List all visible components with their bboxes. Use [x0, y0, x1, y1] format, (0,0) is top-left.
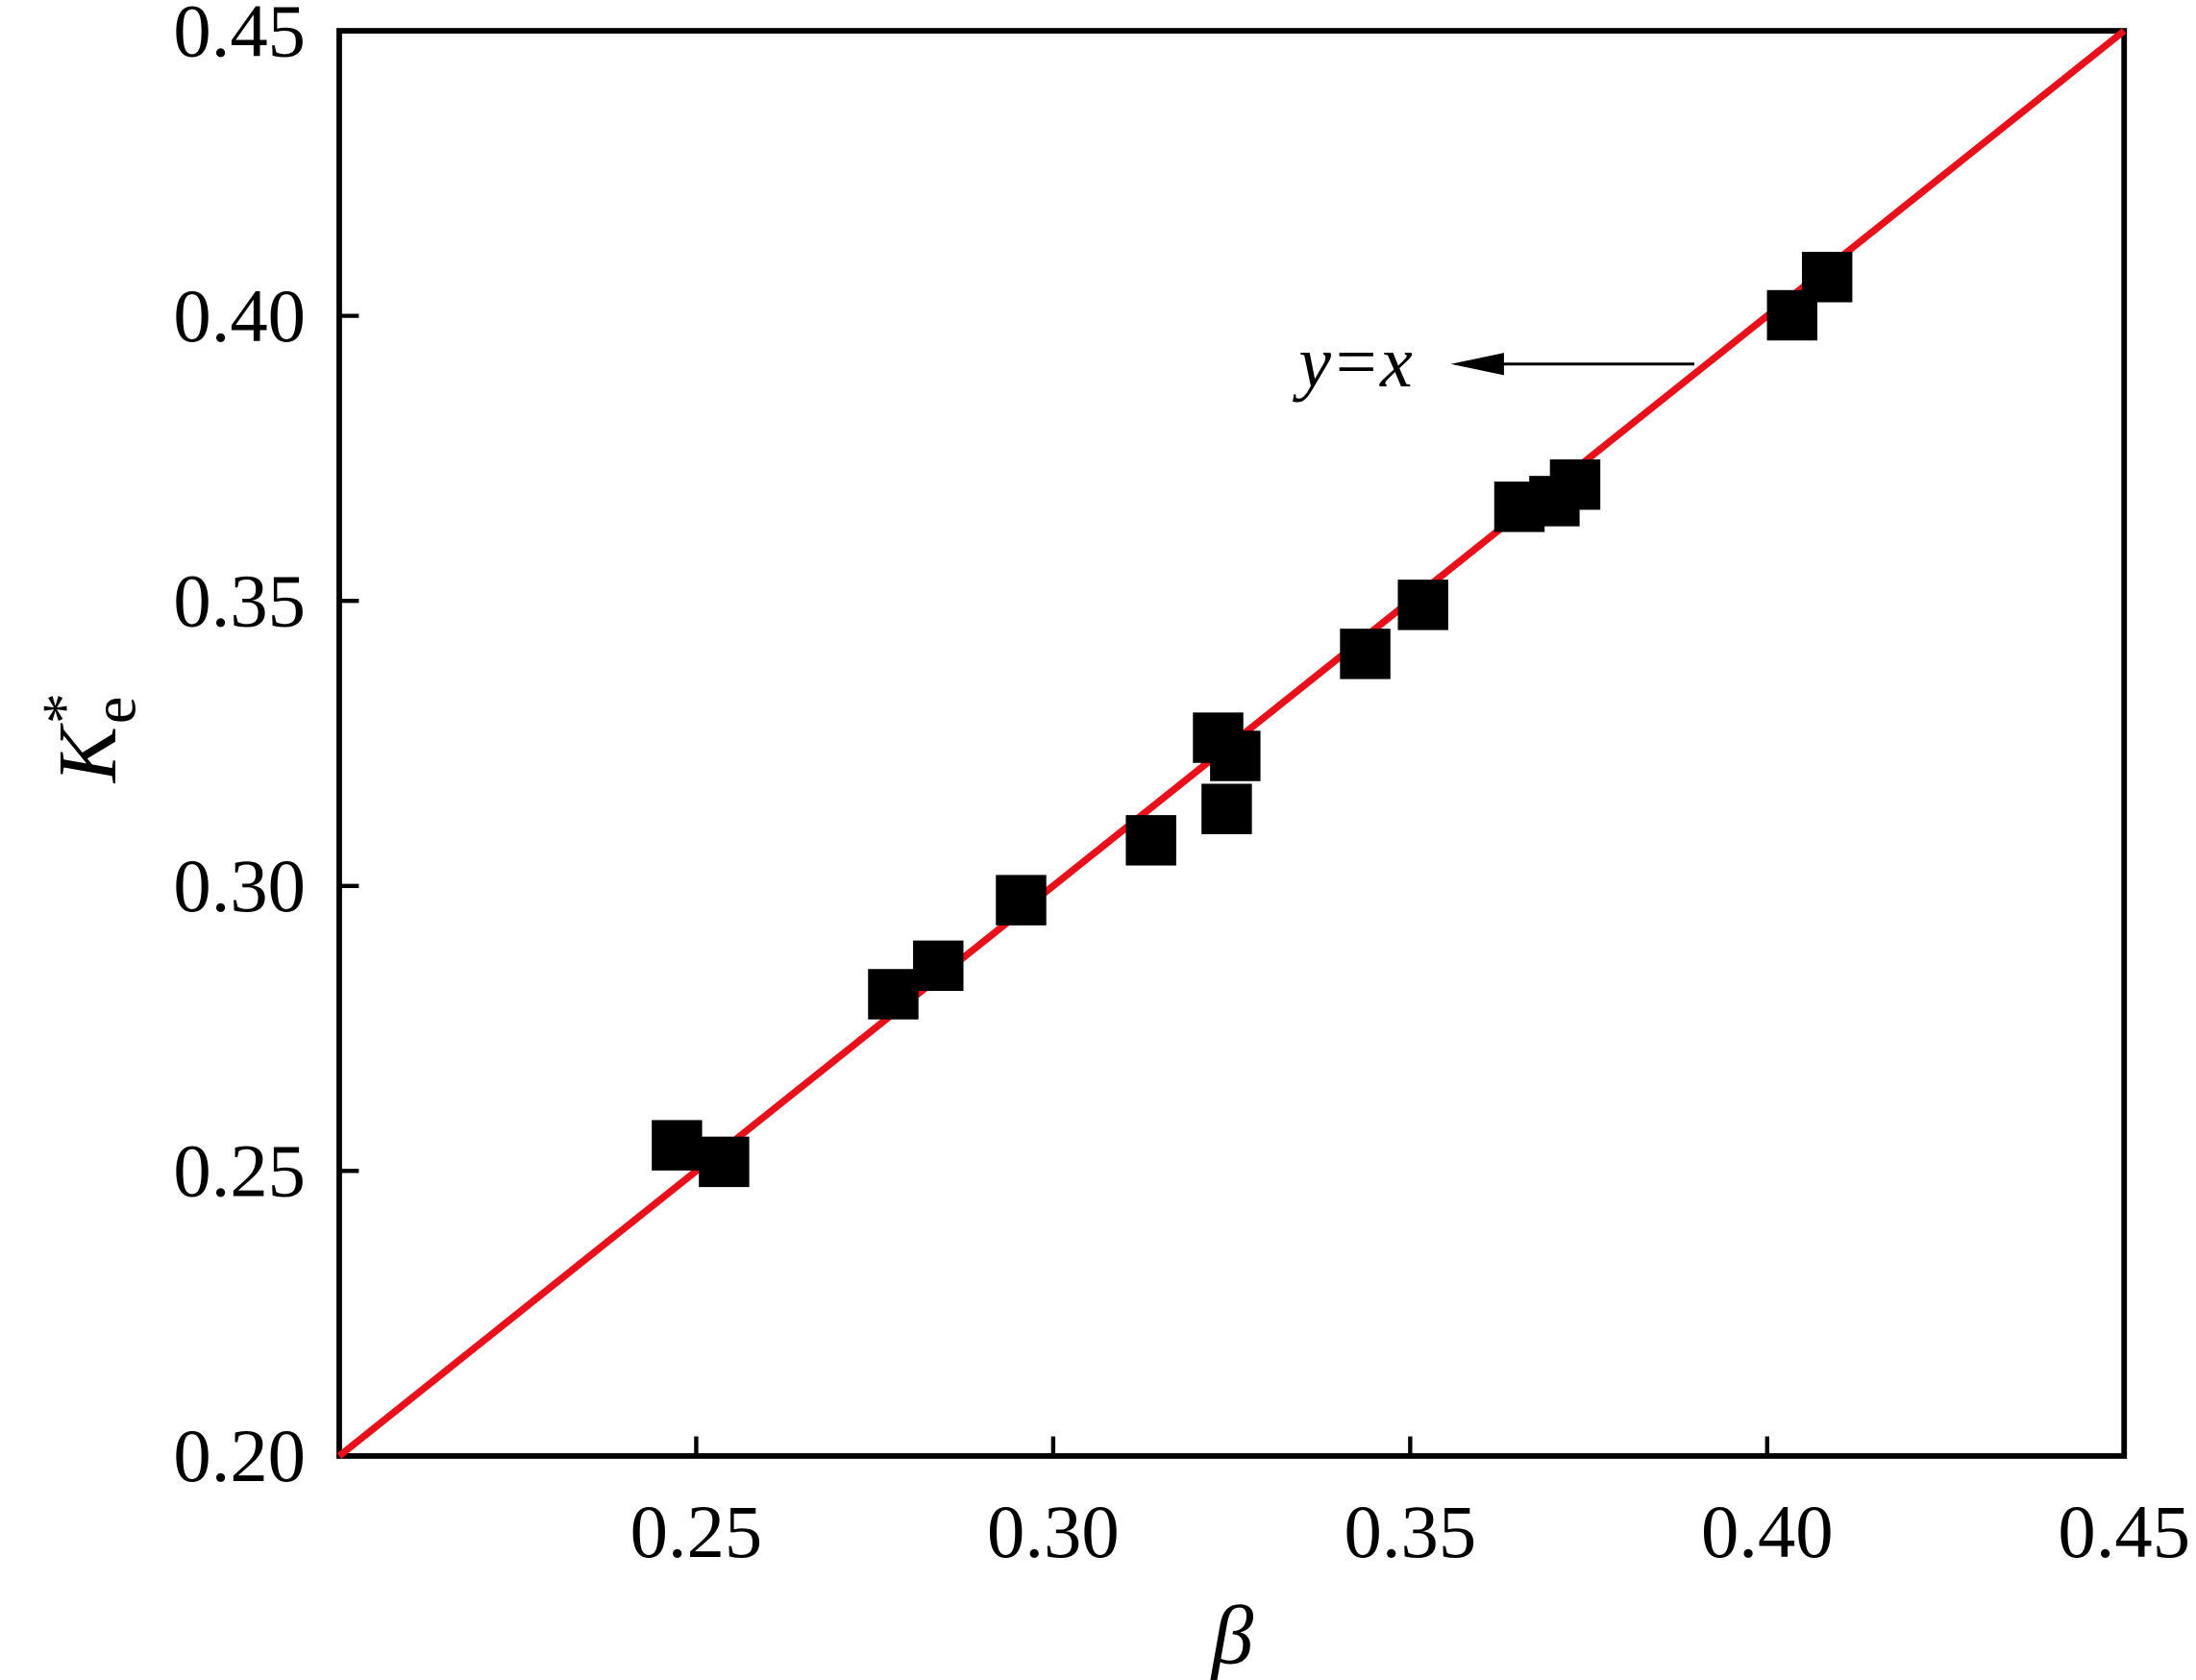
y-axis-label: K e * [30, 693, 148, 784]
y-label-sup: * [30, 693, 98, 724]
y-tick-label: 0.20 [173, 1415, 306, 1498]
y-label-base: K [40, 722, 134, 784]
x-axis-label: β [1210, 1589, 1254, 1680]
annotation-arrowhead [1450, 353, 1504, 376]
data-point [1801, 252, 1853, 303]
y-tick-label: 0.35 [173, 559, 306, 643]
data-point [868, 969, 919, 1020]
data-point [1210, 730, 1261, 781]
x-tick-label: 0.40 [1701, 1491, 1834, 1574]
data-point [1340, 629, 1391, 679]
y-tick-label: 0.45 [173, 0, 306, 73]
x-tick-label: 0.35 [1345, 1491, 1477, 1574]
x-tick-label: 0.25 [630, 1491, 763, 1574]
y-tick-label: 0.30 [173, 845, 306, 928]
y-label-sub: e [80, 697, 148, 724]
data-point [996, 875, 1047, 926]
data-point [1549, 458, 1601, 510]
reference-label: y=x [1292, 323, 1413, 403]
x-tick-label: 0.30 [987, 1491, 1120, 1574]
data-point [1397, 580, 1448, 630]
x-tick-label: 0.45 [2058, 1491, 2190, 1574]
data-point [652, 1120, 703, 1171]
data-point [1201, 783, 1252, 834]
y-tick-label: 0.25 [173, 1130, 306, 1214]
data-point [1125, 815, 1176, 866]
data-point [699, 1136, 750, 1188]
data-point [913, 940, 964, 992]
plot-frame [336, 28, 2128, 1459]
y-tick-label: 0.40 [173, 275, 306, 358]
